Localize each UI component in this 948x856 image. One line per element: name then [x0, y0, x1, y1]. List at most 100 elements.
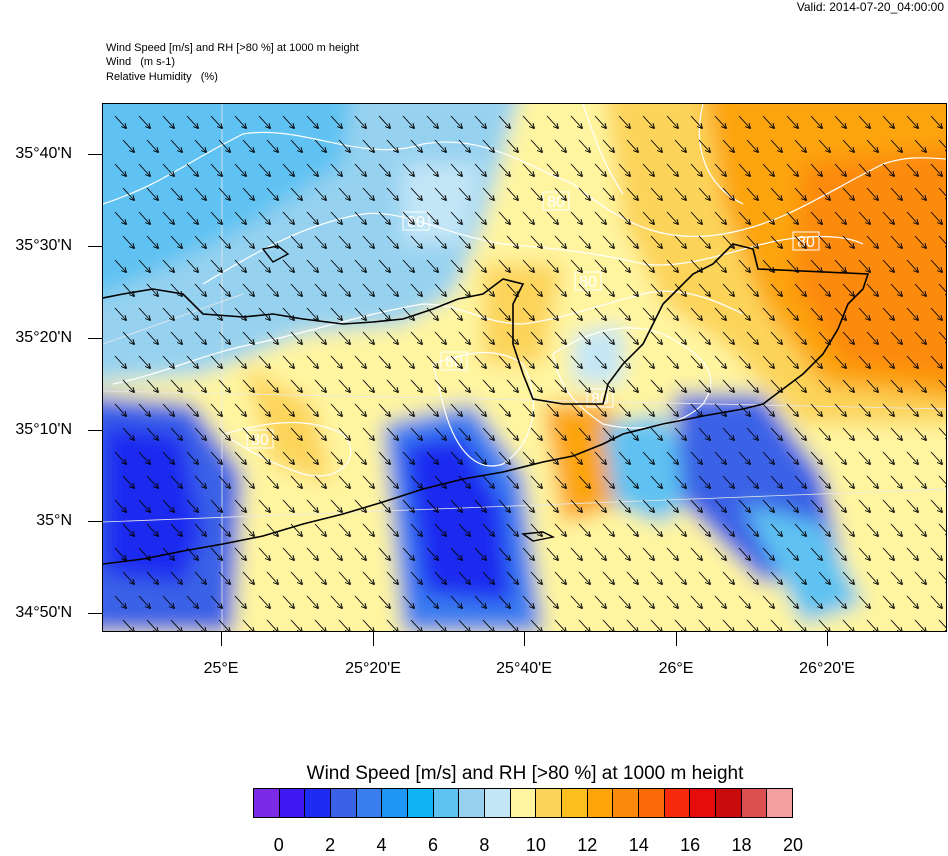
wind-arrow: [210, 115, 222, 128]
wind-arrow: [482, 571, 494, 584]
wind-arrow: [930, 259, 942, 272]
wind-arrow: [402, 259, 414, 272]
wind-arrow: [482, 619, 494, 631]
wind-arrow: [786, 115, 798, 128]
wind-arrow: [546, 547, 558, 560]
contour-label: 80: [407, 214, 425, 231]
lat-label: 35°40'N: [15, 145, 72, 162]
wind-arrow: [762, 163, 774, 176]
rh-subtitle: Relative Humidity (%): [106, 71, 218, 83]
wind-arrow: [498, 163, 510, 176]
wind-arrow: [690, 211, 702, 224]
wind-arrow: [746, 379, 758, 392]
wind-arrow: [770, 619, 782, 631]
wind-arrow: [122, 331, 134, 344]
wind-arrow: [746, 187, 758, 200]
wind-arrow: [402, 115, 414, 128]
wind-arrow: [114, 451, 126, 464]
wind-arrow: [354, 451, 366, 464]
wind-arrow: [266, 523, 278, 536]
wind-arrow: [138, 307, 150, 320]
wind-arrow: [218, 187, 230, 200]
wind-arrow: [402, 211, 414, 224]
wind-arrow: [386, 619, 398, 631]
colorbar-label: 18: [731, 835, 752, 855]
wind-arrow: [218, 523, 230, 536]
wind-arrow: [530, 235, 542, 248]
wind-arrow: [722, 571, 734, 584]
wind-arrow: [306, 211, 318, 224]
wind-arrow: [410, 331, 422, 344]
wind-arrow: [450, 547, 462, 560]
wind-arrow: [546, 307, 558, 320]
wind-arrow: [674, 331, 686, 344]
wind-arrow: [498, 307, 510, 320]
wind-arrow: [714, 403, 726, 416]
wind-arrow: [402, 499, 414, 512]
wind-arrow: [722, 235, 734, 248]
wind-arrow: [738, 259, 750, 272]
wind-arrow: [530, 139, 542, 152]
wind-arrow: [914, 475, 926, 488]
colorbar-swatch: [536, 789, 563, 817]
wind-arrow: [402, 595, 414, 608]
wind-arrow: [354, 355, 366, 368]
wind-arrow: [506, 427, 518, 440]
wind-arrow: [770, 187, 782, 200]
wind-arrow: [546, 499, 558, 512]
wind-arrow: [618, 499, 630, 512]
wind-arrow: [866, 619, 878, 631]
wind-arrow: [602, 427, 614, 440]
wind-arrow: [650, 187, 662, 200]
wind-arrow: [618, 403, 630, 416]
map-canvas: 80 80 80 80 80 80 80: [103, 104, 946, 631]
wind-arrow: [786, 595, 798, 608]
wind-arrow: [234, 355, 246, 368]
colorbar-swatch: [433, 789, 460, 817]
wind-arrow: [746, 235, 758, 248]
wind-arrow: [522, 307, 534, 320]
wind-arrow: [834, 211, 846, 224]
rh-contours: [103, 104, 946, 477]
wind-arrow: [210, 211, 222, 224]
colorbar-label: 0: [273, 835, 284, 855]
wind-arrow: [738, 211, 750, 224]
wind-arrow: [794, 571, 806, 584]
wind-arrow: [218, 331, 230, 344]
wind-arrow: [642, 499, 654, 512]
wind-arrow: [546, 259, 558, 272]
wind-arrow: [810, 211, 822, 224]
wind-arrow: [674, 475, 686, 488]
wind-arrow: [522, 451, 534, 464]
wind-arrow: [138, 163, 150, 176]
wind-arrow: [474, 403, 486, 416]
wind-arrow: [626, 571, 638, 584]
wind-arrow: [722, 619, 734, 631]
wind-arrow: [450, 451, 462, 464]
wind-arrow: [234, 547, 246, 560]
wind-arrow: [818, 283, 830, 296]
wind-arrow: [818, 187, 830, 200]
wind-arrow: [266, 187, 278, 200]
wind-arrow: [554, 619, 566, 631]
wind-arrow: [842, 235, 854, 248]
wind-arrow: [386, 571, 398, 584]
wind-arrow: [770, 475, 782, 488]
wind-arrow: [290, 523, 302, 536]
wind-arrow: [882, 307, 894, 320]
wind-arrow: [714, 211, 726, 224]
wind-arrow: [690, 547, 702, 560]
wind-arrow: [290, 235, 302, 248]
wind-arrow: [818, 619, 830, 631]
wind-arrow: [410, 475, 422, 488]
wind-arrow: [522, 259, 534, 272]
wind-arrow: [666, 451, 678, 464]
wind-arrow: [378, 451, 390, 464]
wind-arrow: [674, 427, 686, 440]
colorbar-swatch: [408, 789, 434, 817]
colorbar-label: 8: [479, 835, 490, 855]
wind-arrow: [834, 499, 846, 512]
wind-arrow: [434, 523, 446, 536]
wind-arrow: [138, 451, 150, 464]
wind-arrow: [234, 163, 246, 176]
